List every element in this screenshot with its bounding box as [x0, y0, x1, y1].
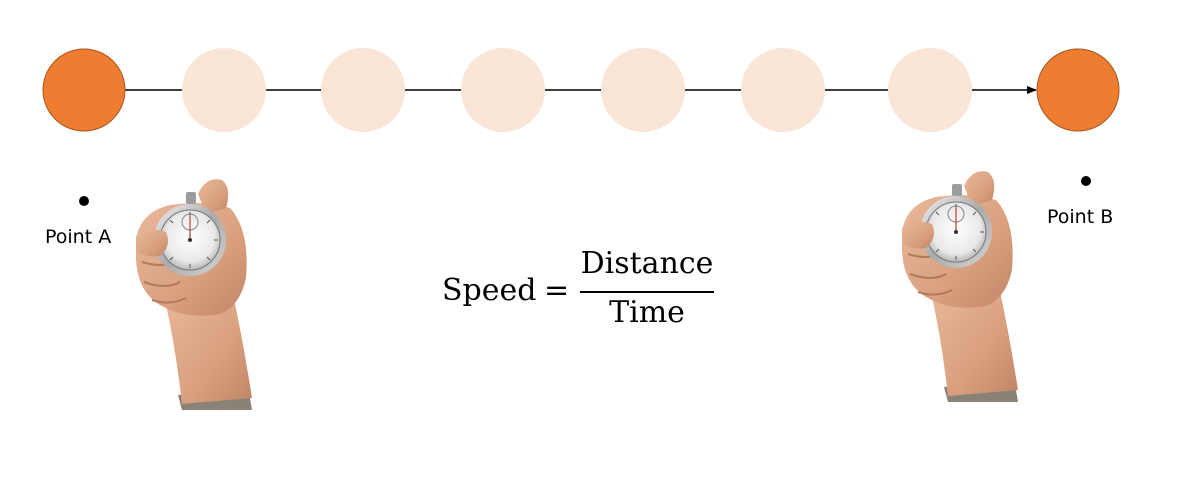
point-b-label: Point B	[1047, 206, 1114, 228]
formula-lhs: Speed	[442, 273, 537, 308]
intermediate-position	[888, 48, 972, 132]
intermediate-positions	[182, 48, 972, 132]
intermediate-position	[461, 48, 545, 132]
intermediate-position	[741, 48, 825, 132]
formula-denominator: Time	[609, 295, 685, 330]
point-b-marker	[1081, 176, 1091, 186]
point-a-label: Point A	[45, 226, 112, 248]
end-position	[1036, 48, 1120, 132]
intermediate-position	[321, 48, 405, 132]
speed-formula: Speed = Distance Time	[442, 246, 732, 336]
stopwatch-in-hand-icon	[136, 179, 252, 410]
formula-equals: =	[544, 273, 570, 308]
intermediate-position	[182, 48, 266, 132]
point-a-marker	[79, 196, 89, 206]
formula-numerator: Distance	[580, 246, 714, 281]
start-position	[42, 48, 126, 132]
fraction-bar	[580, 291, 714, 293]
stopwatch-in-hand-icon	[902, 171, 1018, 402]
intermediate-position	[601, 48, 685, 132]
